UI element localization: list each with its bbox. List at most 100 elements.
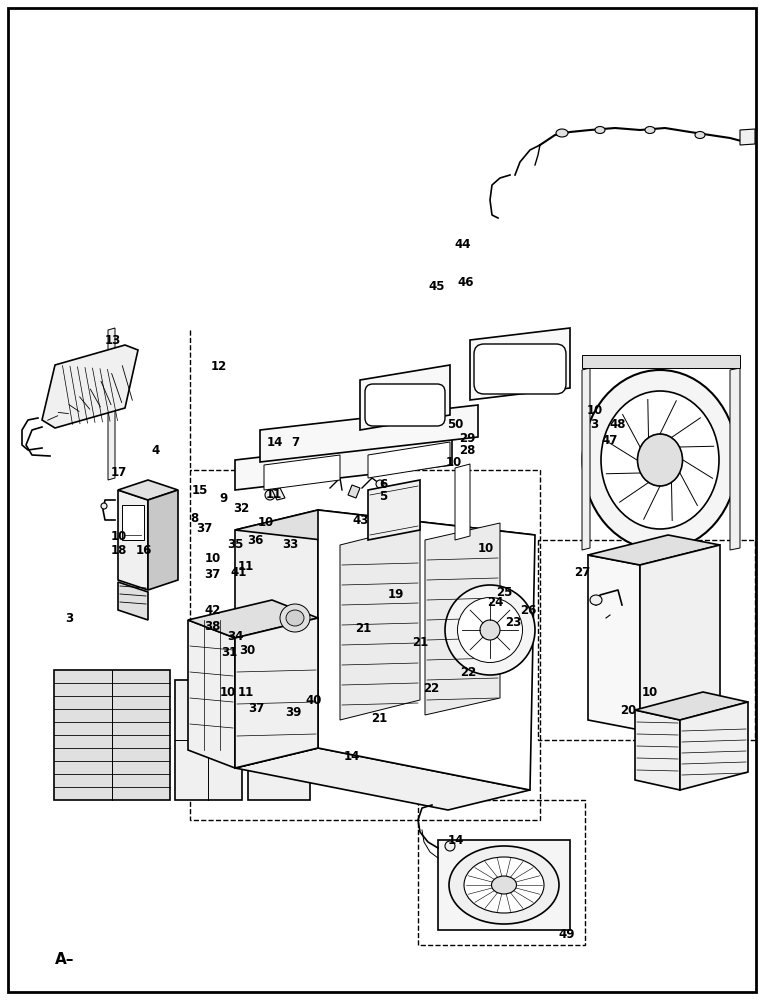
Polygon shape [348, 485, 360, 498]
Text: 22: 22 [460, 666, 477, 678]
Polygon shape [260, 405, 478, 462]
Ellipse shape [458, 597, 523, 662]
Polygon shape [235, 510, 318, 768]
Polygon shape [54, 670, 170, 800]
Text: 17: 17 [110, 466, 127, 479]
Text: 27: 27 [574, 566, 591, 578]
Ellipse shape [265, 490, 275, 500]
Polygon shape [272, 488, 285, 500]
Text: 21: 21 [371, 712, 387, 724]
Text: 10: 10 [204, 552, 221, 564]
Text: 11: 11 [238, 686, 254, 698]
Ellipse shape [491, 876, 516, 894]
Ellipse shape [695, 131, 705, 138]
Polygon shape [455, 464, 470, 540]
Text: A–: A– [55, 952, 75, 968]
Text: 8: 8 [190, 512, 198, 524]
Text: 41: 41 [230, 566, 247, 578]
Text: 16: 16 [135, 544, 152, 556]
Text: 39: 39 [285, 706, 302, 718]
Text: 23: 23 [505, 615, 522, 629]
Text: 11: 11 [238, 560, 254, 572]
Text: 13: 13 [105, 334, 121, 347]
Ellipse shape [286, 610, 304, 626]
Polygon shape [368, 442, 450, 478]
Ellipse shape [101, 503, 107, 509]
Text: 21: 21 [412, 636, 429, 648]
Polygon shape [635, 692, 748, 720]
Text: 47: 47 [601, 434, 618, 446]
Text: 28: 28 [459, 444, 476, 456]
Polygon shape [425, 523, 500, 715]
Text: 50: 50 [447, 418, 464, 430]
Polygon shape [360, 365, 450, 430]
Polygon shape [264, 455, 340, 490]
Text: 7: 7 [291, 436, 299, 448]
Text: 20: 20 [620, 704, 636, 716]
Polygon shape [640, 545, 720, 730]
Ellipse shape [556, 129, 568, 137]
Text: 14: 14 [448, 834, 465, 846]
Text: 10: 10 [110, 530, 127, 542]
Polygon shape [582, 355, 740, 368]
Text: 10: 10 [478, 542, 494, 554]
Polygon shape [438, 840, 570, 930]
Text: 6: 6 [380, 478, 387, 490]
Polygon shape [175, 680, 242, 800]
Ellipse shape [445, 585, 535, 675]
Polygon shape [118, 490, 148, 590]
Polygon shape [248, 685, 310, 800]
Polygon shape [470, 328, 570, 400]
Text: 10: 10 [257, 516, 274, 528]
FancyBboxPatch shape [365, 384, 445, 426]
Ellipse shape [480, 620, 500, 640]
Polygon shape [588, 535, 720, 565]
Ellipse shape [645, 126, 655, 133]
Text: 12: 12 [210, 360, 227, 372]
Text: 3: 3 [591, 418, 598, 430]
Polygon shape [235, 748, 530, 810]
Polygon shape [582, 368, 590, 550]
Text: 37: 37 [204, 568, 221, 580]
Text: 43: 43 [352, 514, 369, 526]
Polygon shape [235, 618, 318, 768]
Polygon shape [740, 129, 755, 145]
Polygon shape [588, 555, 640, 730]
Text: 3: 3 [65, 611, 73, 624]
Ellipse shape [637, 434, 682, 486]
Polygon shape [42, 345, 138, 428]
Text: 44: 44 [455, 237, 471, 250]
Polygon shape [188, 620, 235, 768]
Polygon shape [635, 710, 680, 790]
Ellipse shape [449, 846, 559, 924]
Text: 10: 10 [445, 456, 462, 468]
Text: 35: 35 [227, 538, 244, 550]
Text: 26: 26 [520, 603, 537, 616]
Polygon shape [235, 435, 452, 490]
Polygon shape [318, 510, 535, 790]
Text: 46: 46 [458, 275, 474, 288]
Text: 49: 49 [558, 928, 575, 940]
Polygon shape [118, 582, 148, 620]
Text: 10: 10 [586, 403, 603, 416]
Text: 48: 48 [609, 418, 626, 430]
Text: 36: 36 [247, 534, 264, 546]
Text: 32: 32 [233, 502, 250, 514]
FancyBboxPatch shape [474, 344, 566, 394]
Polygon shape [235, 510, 535, 555]
Ellipse shape [590, 595, 602, 605]
Text: 11: 11 [265, 488, 282, 500]
Ellipse shape [376, 480, 384, 488]
Text: 30: 30 [239, 644, 256, 656]
Ellipse shape [582, 370, 737, 550]
Text: 18: 18 [110, 544, 127, 556]
Text: 31: 31 [221, 646, 238, 658]
Text: 29: 29 [459, 432, 476, 444]
Text: 40: 40 [305, 694, 322, 706]
Text: 37: 37 [196, 522, 213, 534]
Polygon shape [148, 490, 178, 590]
Ellipse shape [280, 604, 310, 632]
Text: 14: 14 [343, 750, 360, 762]
Text: 25: 25 [496, 585, 513, 598]
Ellipse shape [601, 391, 719, 529]
